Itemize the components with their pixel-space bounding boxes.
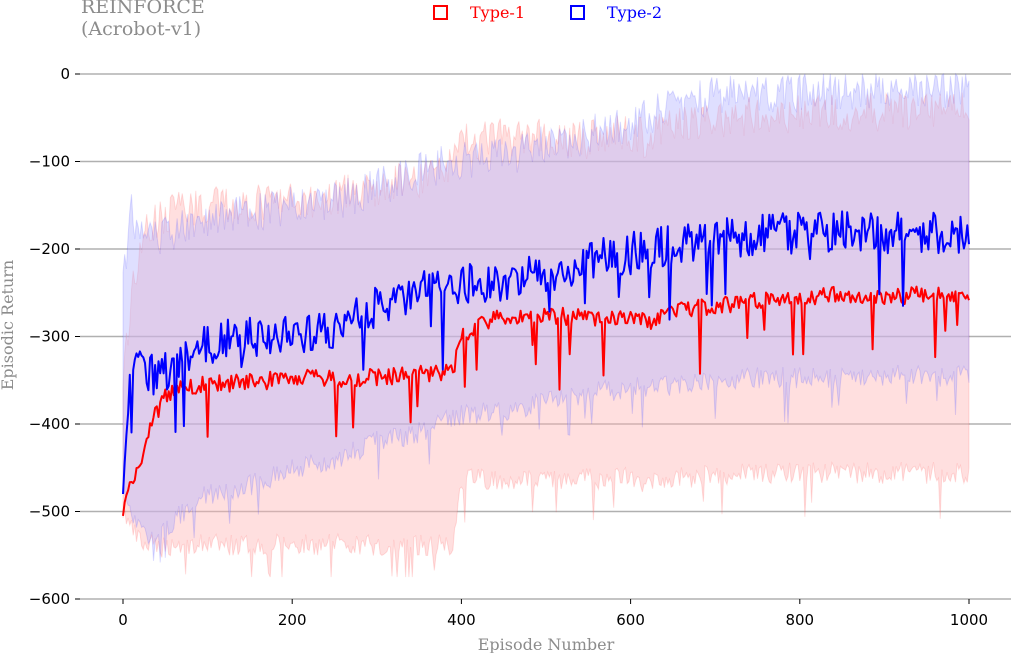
x-tick-label: 1000 [950, 611, 988, 629]
x-tick-label: 400 [447, 611, 476, 629]
x-tick-label: 800 [785, 611, 814, 629]
y-axis-title: Episodic Return [0, 260, 17, 391]
y-tick-label: 0 [60, 65, 70, 83]
legend-item-type-1: Type-1 [433, 3, 525, 22]
y-tick-label: −600 [29, 590, 70, 608]
chart-subtitle: (Acrobot-v1) [81, 18, 202, 40]
x-axis-title: Episode Number [478, 635, 615, 653]
chart-title: REINFORCE [81, 0, 205, 18]
grid-lines [80, 73, 1011, 600]
x-tick-label: 200 [278, 611, 307, 629]
y-tick-label: −300 [29, 328, 70, 346]
x-tick-label: 600 [616, 611, 645, 629]
band-type-2 [122, 72, 970, 563]
series-lines [122, 210, 970, 517]
y-tick-label: −100 [29, 153, 70, 171]
confidence-bands [122, 72, 970, 578]
legend-label-type-2: Type-2 [607, 3, 663, 22]
series-line-type-2 [122, 210, 970, 495]
legend-swatch-type-1 [433, 5, 448, 20]
legend-swatch-type-2 [570, 5, 585, 20]
band-type-1 [122, 92, 970, 578]
tick-labels: 0 −100 −200 −300 −400 −500 −600 0 200 400 600 800 10… [29, 65, 988, 629]
legend-label-type-1: Type-1 [470, 3, 526, 22]
y-tick-label: −500 [29, 503, 70, 521]
y-tick-label: −200 [29, 240, 70, 258]
x-tick-label: 0 [118, 611, 128, 629]
legend-item-type-2: Type-2 [570, 3, 662, 22]
y-tick-label: −400 [29, 415, 70, 433]
series-line-type-1 [122, 285, 970, 517]
